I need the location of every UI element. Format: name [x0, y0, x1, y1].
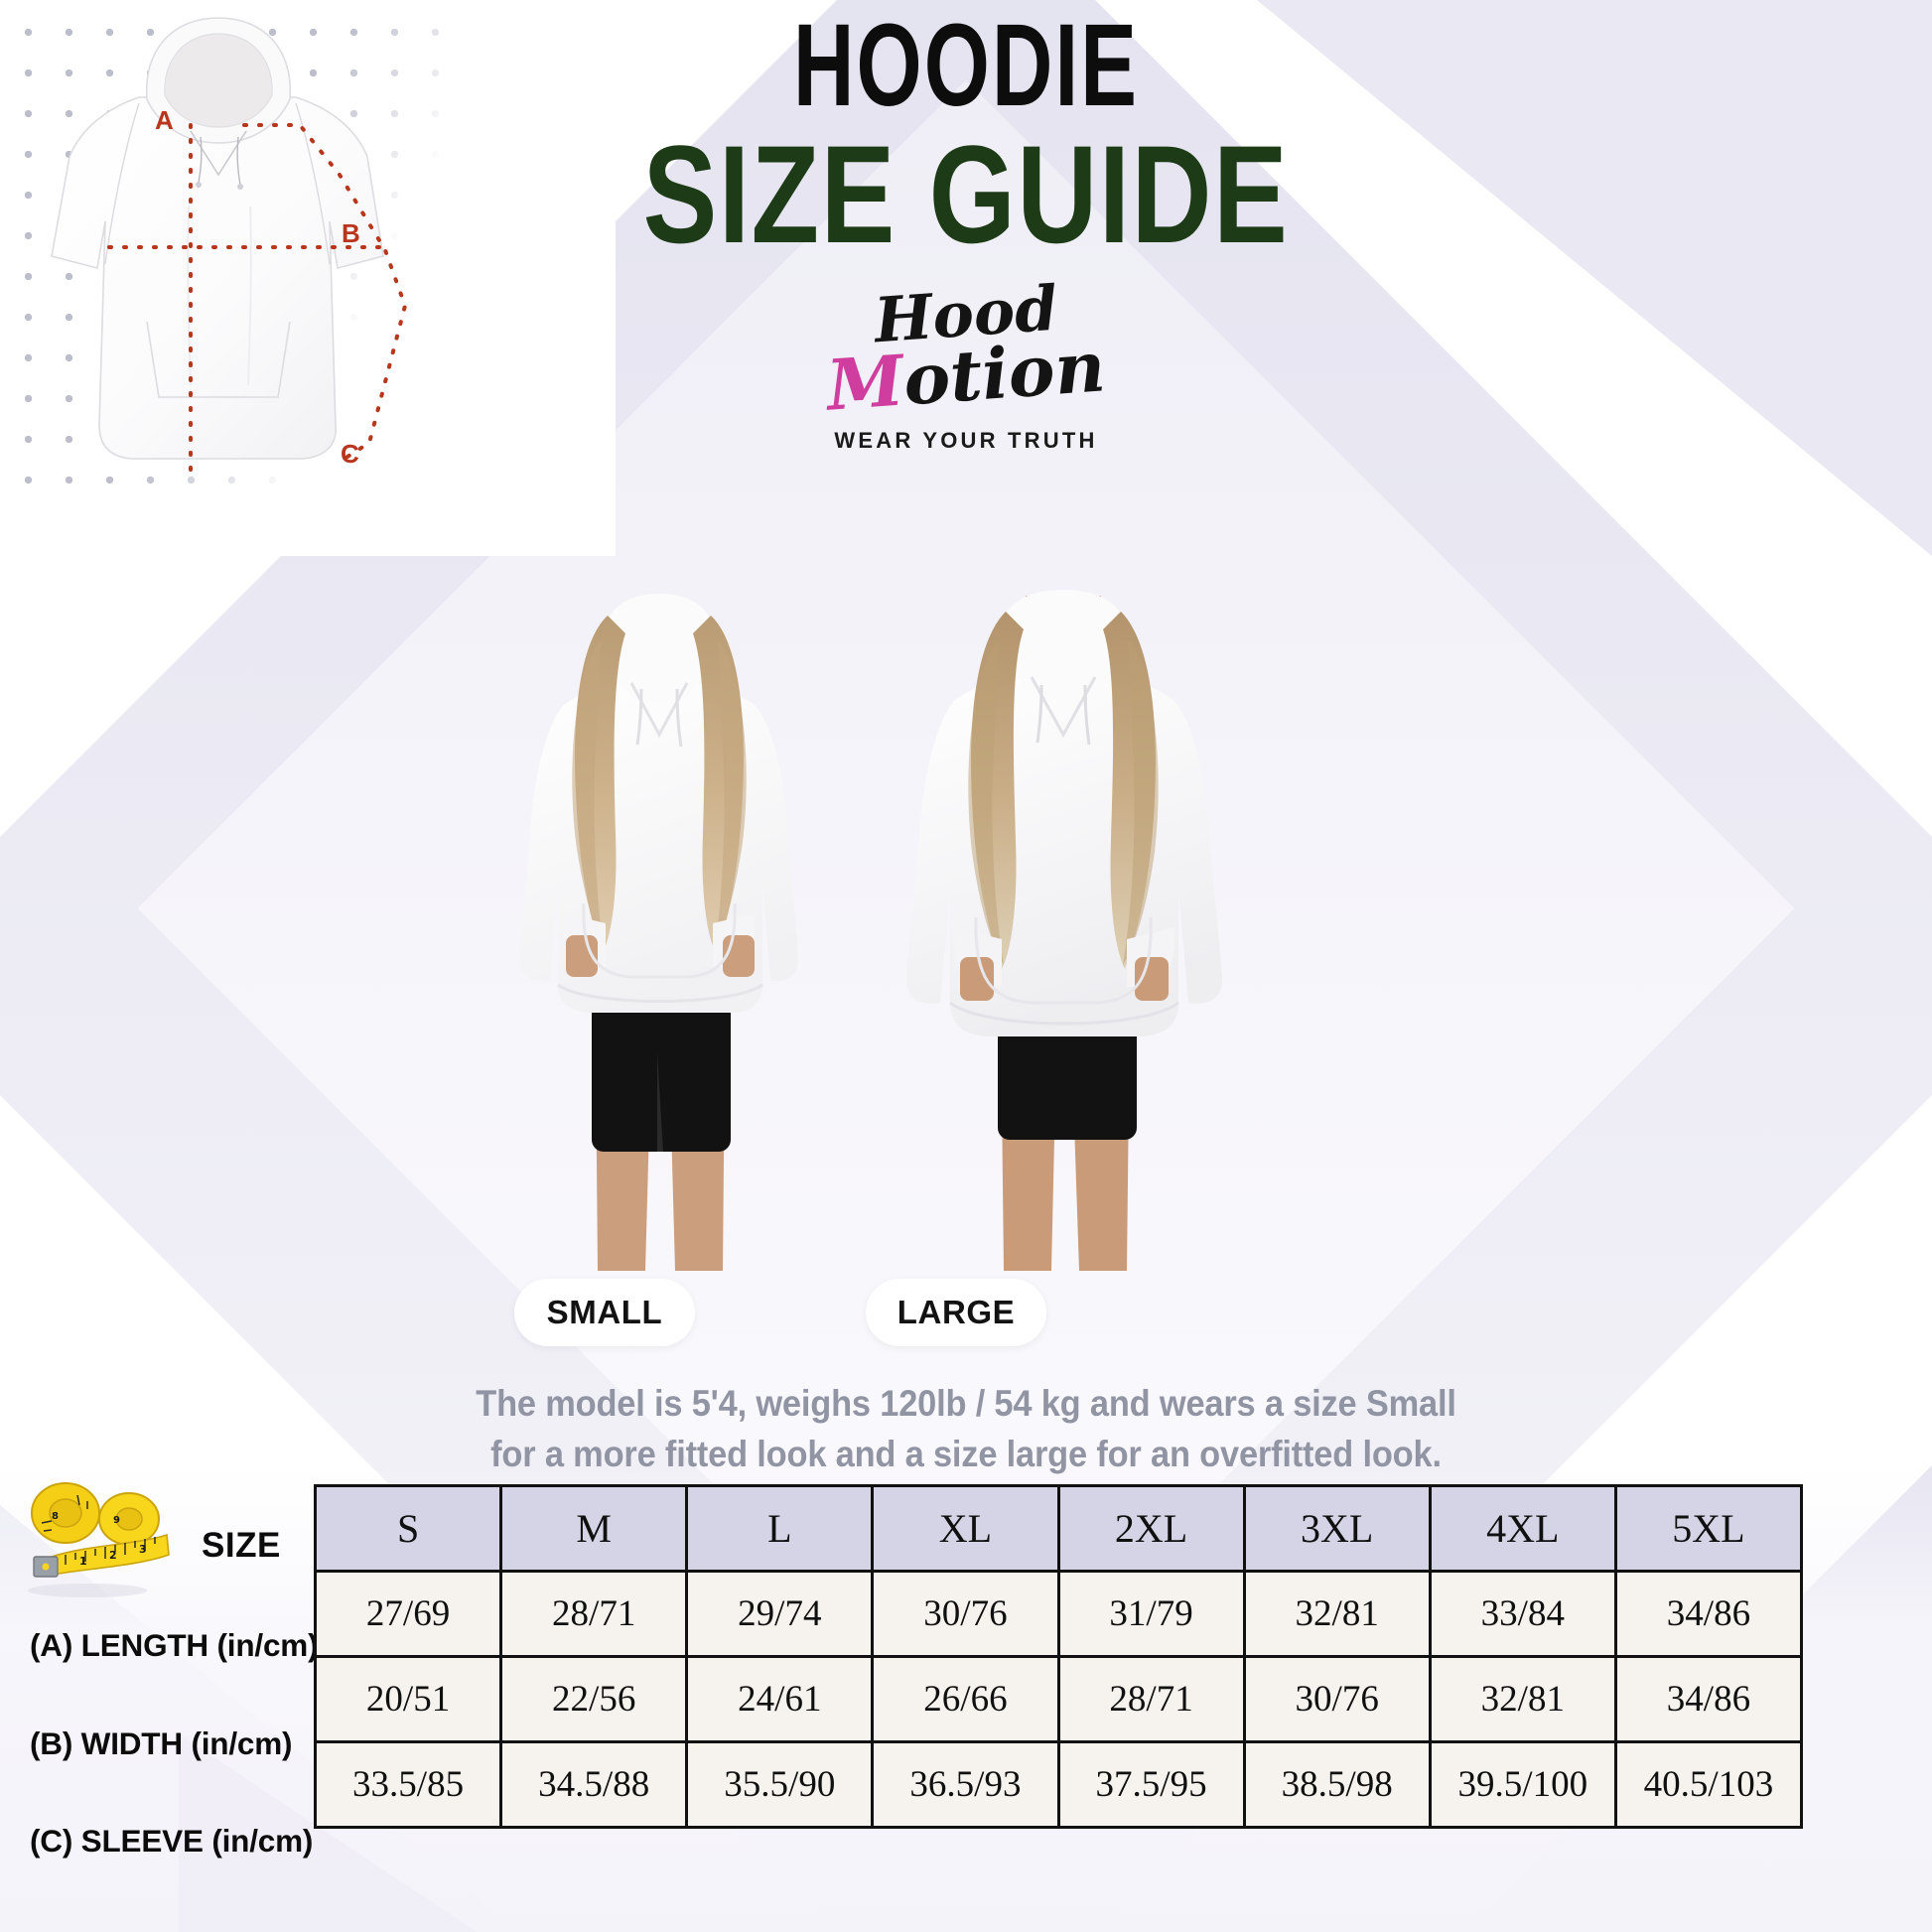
size-header-m: M — [499, 1484, 689, 1573]
brand-motion-capital: M — [824, 339, 907, 427]
size-table-area: SIZE (A) LENGTH (in/cm) (B) WIDTH (in/cm… — [0, 1484, 1932, 1901]
model-note-line-1: The model is 5'4, weighs 120lb / 54 kg a… — [476, 1383, 1456, 1424]
width-2xl: 28/71 — [1056, 1655, 1246, 1743]
measure-label-a: A — [155, 105, 174, 135]
background-triangle-top-right — [1257, 0, 1932, 556]
length-m: 28/71 — [499, 1570, 689, 1658]
length-xl: 30/76 — [871, 1570, 1060, 1658]
row-label-width: (B) WIDTH (in/cm) — [30, 1725, 293, 1761]
measure-label-c: C — [341, 439, 359, 469]
tape-measure-icon: 1 2 3 8 9 — [18, 1479, 202, 1598]
sleeve-3xl: 38.5/98 — [1242, 1740, 1432, 1829]
brand-tagline: WEAR YOUR TRUTH — [834, 428, 1098, 454]
size-header-3xl: 3XL — [1242, 1484, 1432, 1573]
width-3xl: 30/76 — [1242, 1655, 1432, 1743]
svg-text:1: 1 — [79, 1555, 87, 1568]
size-header-s: S — [313, 1484, 503, 1573]
svg-text:2: 2 — [109, 1549, 117, 1562]
length-l: 29/74 — [685, 1570, 875, 1658]
model-note-line-2: for a more fitted look and a size large … — [490, 1434, 1442, 1475]
width-xl: 26/66 — [871, 1655, 1060, 1743]
table-row: 20/51 22/56 24/61 26/66 28/71 30/76 32/8… — [313, 1655, 1804, 1743]
table-row: 27/69 28/71 29/74 30/76 31/79 32/81 33/8… — [313, 1570, 1804, 1658]
size-header-2xl: 2XL — [1056, 1484, 1246, 1573]
model-photo-group — [0, 586, 1932, 1271]
row-label-length: (A) LENGTH (in/cm) — [30, 1627, 319, 1663]
width-l: 24/61 — [685, 1655, 875, 1743]
width-s: 20/51 — [313, 1655, 503, 1743]
length-4xl: 33/84 — [1428, 1570, 1617, 1658]
width-4xl: 32/81 — [1428, 1655, 1617, 1743]
size-table-header-row: S M L XL 2XL 3XL 4XL 5XL — [313, 1484, 1804, 1573]
sleeve-4xl: 39.5/100 — [1428, 1740, 1617, 1829]
model-note: The model is 5'4, weighs 120lb / 54 kg a… — [68, 1378, 1864, 1479]
model-photo-small — [447, 586, 874, 1271]
size-badge-small: SMALL — [514, 1279, 695, 1346]
size-column-label: SIZE — [202, 1526, 281, 1565]
sleeve-5xl: 40.5/103 — [1613, 1740, 1804, 1829]
size-header-4xl: 4XL — [1428, 1484, 1617, 1573]
title-line-hoodie: HOODIE — [792, 0, 1140, 131]
svg-text:3: 3 — [139, 1543, 147, 1556]
svg-text:8: 8 — [52, 1511, 59, 1522]
row-label-sleeve: (C) SLEEVE (in/cm) — [30, 1823, 314, 1859]
sleeve-s: 33.5/85 — [313, 1740, 503, 1829]
length-5xl: 34/86 — [1613, 1570, 1804, 1658]
length-s: 27/69 — [313, 1570, 503, 1658]
table-row: 33.5/85 34.5/88 35.5/90 36.5/93 37.5/95 … — [313, 1740, 1804, 1829]
width-m: 22/56 — [499, 1655, 689, 1743]
length-2xl: 31/79 — [1056, 1570, 1246, 1658]
size-table: S M L XL 2XL 3XL 4XL 5XL 27/69 28/71 29/… — [313, 1484, 1804, 1829]
size-header-xl: XL — [871, 1484, 1060, 1573]
brand-logo: Hood Motion WEAR YOUR TRUTH — [0, 272, 1932, 454]
length-3xl: 32/81 — [1242, 1570, 1432, 1658]
brand-motion-rest: otion — [900, 325, 1108, 422]
sleeve-l: 35.5/90 — [685, 1740, 875, 1829]
size-header-5xl: 5XL — [1613, 1484, 1804, 1573]
sleeve-xl: 36.5/93 — [871, 1740, 1060, 1829]
page-title: HOODIE SIZE GUIDE — [0, 0, 1932, 273]
size-badge-large: LARGE — [866, 1279, 1046, 1346]
size-header-l: L — [685, 1484, 875, 1573]
sleeve-m: 34.5/88 — [499, 1740, 689, 1829]
width-5xl: 34/86 — [1613, 1655, 1804, 1743]
model-photo-large — [849, 586, 1276, 1271]
measure-label-b: B — [342, 218, 360, 248]
title-line-size-guide: SIZE GUIDE — [642, 116, 1290, 273]
sleeve-2xl: 37.5/95 — [1056, 1740, 1246, 1829]
hoodie-diagram: A B C — [40, 8, 467, 504]
svg-text:9: 9 — [113, 1515, 120, 1526]
